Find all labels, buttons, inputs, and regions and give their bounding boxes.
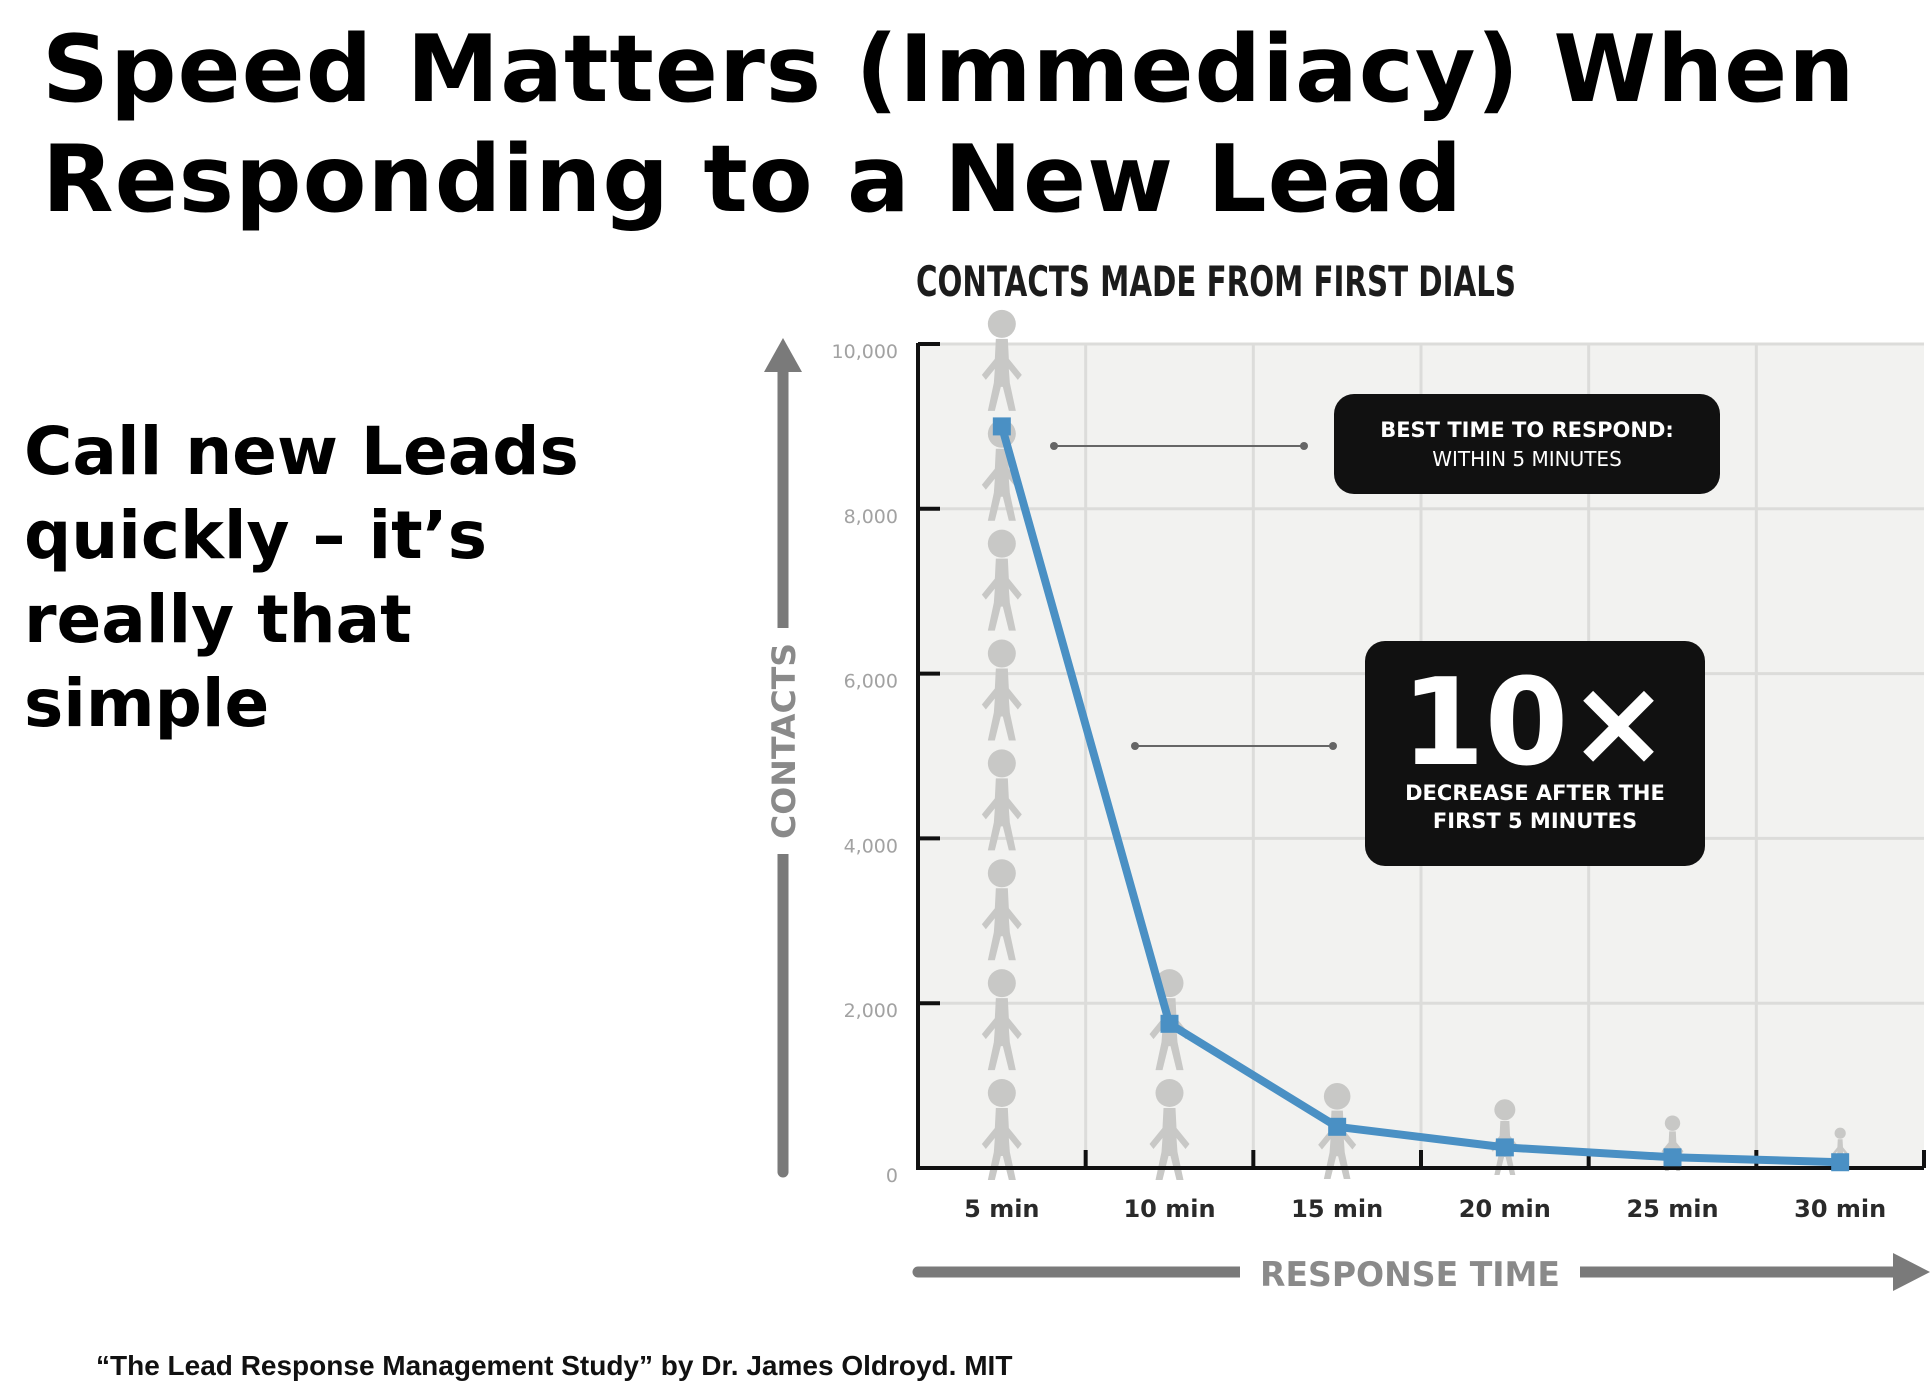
data-point <box>1831 1153 1850 1172</box>
decrease-box <box>1365 641 1705 866</box>
y-tick-label: 4,000 <box>844 835 898 857</box>
side-callout-text: Call new Leads quickly – it’s really tha… <box>24 410 584 746</box>
best-time-line-2: WITHIN 5 MINUTES <box>1432 447 1622 471</box>
y-axis-arrow <box>763 338 803 1178</box>
y-tick-label: 10,000 <box>832 341 898 363</box>
slide-title-line-1: Speed Matters (Immediacy) When <box>42 15 1856 123</box>
side-text-line-3: really that <box>24 581 412 658</box>
x-axis-arrow <box>912 1250 1930 1294</box>
data-point <box>1328 1117 1347 1136</box>
x-tick-label: 25 min <box>1626 1195 1718 1223</box>
source-citation: “The Lead Response Management Study” by … <box>96 1350 1013 1381</box>
slide-title-line-2: Responding to a New Lead <box>42 125 1464 233</box>
data-point <box>1160 1014 1179 1033</box>
best-time-box <box>1334 394 1720 494</box>
chart-title: CONTACTS MADE FROM FIRST DIALS <box>916 257 1516 306</box>
side-text-line-1: Call new Leads <box>24 413 579 490</box>
best-time-line-1: BEST TIME TO RESPOND: <box>1380 418 1674 442</box>
slide-title: Speed Matters (Immediacy) When Respondin… <box>42 14 1922 234</box>
side-text-line-2: quickly – it’s <box>24 497 487 574</box>
decrease-line-1: DECREASE AFTER THE <box>1405 781 1665 805</box>
axes <box>916 342 1926 1170</box>
y-axis-label: CONTACTS <box>765 643 803 839</box>
x-axis-label: RESPONSE TIME <box>1260 1255 1560 1295</box>
y-tick-label: 2,000 <box>844 1000 898 1022</box>
decrease-annotation: 10× DECREASE AFTER THE FIRST 5 MINUTES <box>1131 641 1705 866</box>
y-tick-label: 0 <box>886 1165 898 1187</box>
side-text-line-4: simple <box>24 665 270 742</box>
x-tick-label: 20 min <box>1459 1195 1551 1223</box>
best-time-annotation: BEST TIME TO RESPOND: WITHIN 5 MINUTES <box>1050 394 1720 494</box>
decrease-big-number: 10× <box>1401 654 1669 793</box>
series-contacts <box>992 417 1850 1172</box>
x-tick-label: 10 min <box>1123 1195 1215 1223</box>
x-tick-labels: 5 min 10 min 15 min 20 min 25 min 30 min <box>964 1195 1886 1223</box>
y-tick-label: 6,000 <box>844 671 898 693</box>
x-tick-label: 5 min <box>964 1195 1039 1223</box>
x-tick-label: 15 min <box>1291 1195 1383 1223</box>
data-point <box>1663 1148 1682 1167</box>
y-tick-labels: 10,000 8,000 6,000 4,000 2,000 0 <box>832 341 898 1187</box>
data-point <box>992 417 1011 436</box>
y-tick-label: 8,000 <box>844 506 898 528</box>
series-line <box>997 422 1845 1167</box>
data-point <box>1495 1138 1514 1157</box>
decrease-line-2: FIRST 5 MINUTES <box>1433 809 1637 833</box>
x-tick-label: 30 min <box>1794 1195 1886 1223</box>
